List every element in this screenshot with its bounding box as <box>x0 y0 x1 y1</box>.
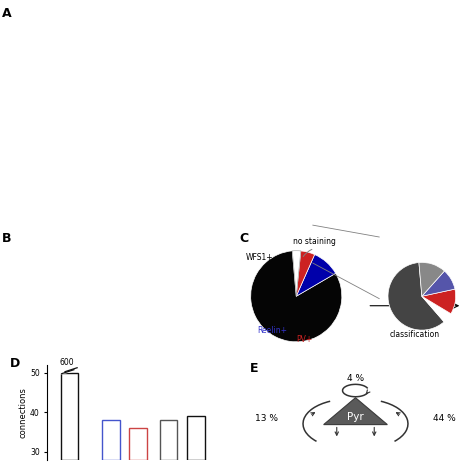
Bar <box>61 373 78 460</box>
Text: Reelin+: Reelin+ <box>257 326 288 335</box>
Text: 13 %: 13 % <box>255 414 278 423</box>
Wedge shape <box>296 255 336 296</box>
Text: 44 %: 44 % <box>433 414 456 423</box>
Text: PV+: PV+ <box>296 335 312 344</box>
Wedge shape <box>251 251 342 342</box>
Wedge shape <box>419 263 445 296</box>
Text: Pyr: Pyr <box>347 412 364 422</box>
Text: ML
classification: ML classification <box>390 320 440 339</box>
Wedge shape <box>422 296 451 322</box>
Wedge shape <box>388 263 444 330</box>
Bar <box>129 428 147 460</box>
Bar <box>102 420 119 460</box>
Text: C: C <box>239 232 248 245</box>
Wedge shape <box>296 251 315 296</box>
Text: no staining: no staining <box>293 237 336 246</box>
Text: 600: 600 <box>59 358 74 367</box>
Text: A: A <box>2 7 12 20</box>
Bar <box>187 416 205 460</box>
Polygon shape <box>324 398 387 425</box>
Bar <box>160 420 177 460</box>
Text: D: D <box>10 357 20 370</box>
Text: E: E <box>250 362 258 375</box>
Y-axis label: connections: connections <box>18 387 27 438</box>
Wedge shape <box>292 251 301 296</box>
Wedge shape <box>422 271 455 296</box>
Text: 4 %: 4 % <box>347 374 364 383</box>
Text: WFS1+: WFS1+ <box>246 253 274 262</box>
Text: B: B <box>2 232 12 245</box>
Wedge shape <box>422 289 456 314</box>
